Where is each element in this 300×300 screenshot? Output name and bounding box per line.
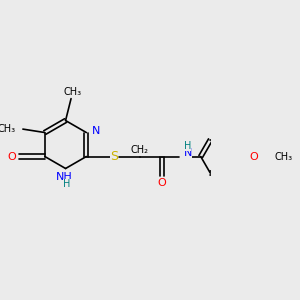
Text: H: H xyxy=(184,141,191,151)
Text: O: O xyxy=(250,152,259,161)
Text: NH: NH xyxy=(56,172,73,182)
Text: CH₂: CH₂ xyxy=(131,145,149,155)
Text: S: S xyxy=(110,150,118,163)
Text: N: N xyxy=(184,148,192,158)
Text: CH₃: CH₃ xyxy=(275,152,293,161)
Text: CH₃: CH₃ xyxy=(63,87,82,97)
Text: CH₃: CH₃ xyxy=(0,124,16,134)
Text: O: O xyxy=(157,178,166,188)
Text: H: H xyxy=(63,178,70,189)
Text: O: O xyxy=(8,152,16,161)
Text: N: N xyxy=(92,126,100,136)
